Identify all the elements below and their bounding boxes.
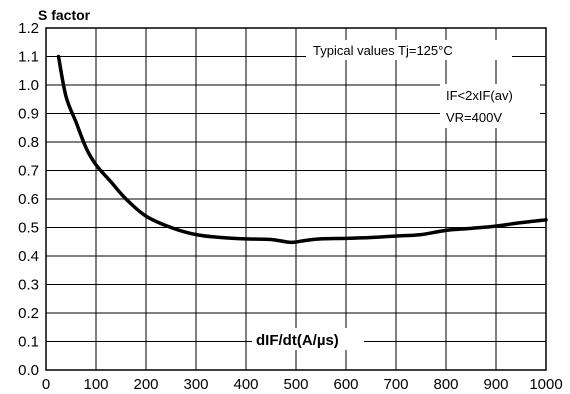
y-tick-label: 0.8 — [18, 134, 39, 151]
data-point — [545, 219, 547, 221]
y-tick-label: 0.0 — [18, 362, 39, 379]
y-tick-label: 1.2 — [18, 20, 39, 37]
x-tick-label: 0 — [42, 376, 50, 393]
data-point — [245, 238, 247, 240]
data-point — [320, 238, 322, 240]
y-tick-label: 0.9 — [18, 106, 39, 123]
data-point — [85, 147, 87, 149]
y-tick-label: 0.7 — [18, 163, 39, 180]
annotation-if-condition: IF<2xIF(av) — [446, 88, 513, 103]
y-tick-label: 0.3 — [18, 277, 39, 294]
data-point — [495, 225, 497, 227]
data-point — [195, 234, 197, 236]
x-tick-label: 900 — [483, 376, 508, 393]
y-tick-label: 0.1 — [18, 334, 39, 351]
x-tick-label: 500 — [283, 376, 308, 393]
data-point — [145, 215, 147, 217]
x-tick-labels: 0 100 200 300 400 500 600 700 800 900 1000 — [42, 376, 563, 393]
y-tick-labels: 0.0 0.1 0.2 0.3 0.4 0.5 0.6 0.7 0.8 0.9 1.0 1.1 1.2 — [18, 20, 39, 379]
x-tick-label: 1000 — [529, 376, 562, 393]
annotation-vr-condition: VR=400V — [446, 110, 502, 125]
data-point — [65, 96, 67, 98]
y-axis-label: S factor — [38, 7, 91, 23]
data-points — [58, 56, 547, 243]
x-tick-label: 700 — [383, 376, 408, 393]
data-point — [220, 237, 222, 239]
x-tick-label: 100 — [83, 376, 108, 393]
y-tick-label: 1.0 — [18, 77, 39, 94]
x-tick-label: 300 — [183, 376, 208, 393]
data-point — [75, 121, 77, 123]
data-point — [520, 222, 522, 224]
data-point — [58, 56, 60, 58]
data-point — [395, 235, 397, 237]
y-tick-label: 0.4 — [18, 248, 39, 265]
x-tick-label: 800 — [433, 376, 458, 393]
data-point — [370, 237, 372, 239]
y-tick-label: 0.5 — [18, 220, 39, 237]
data-point — [345, 238, 347, 240]
x-tick-label: 200 — [133, 376, 158, 393]
data-point — [445, 230, 447, 232]
data-point — [95, 164, 97, 166]
data-point — [305, 240, 307, 242]
x-tick-label: 600 — [333, 376, 358, 393]
data-point — [270, 239, 272, 241]
y-tick-label: 1.1 — [18, 49, 39, 66]
grid — [46, 28, 546, 370]
data-point — [290, 242, 292, 244]
data-point — [420, 234, 422, 236]
y-tick-label: 0.6 — [18, 191, 39, 208]
x-tick-label: 400 — [233, 376, 258, 393]
data-point — [470, 228, 472, 230]
data-point — [125, 198, 127, 200]
data-point — [110, 181, 112, 183]
data-point — [170, 227, 172, 229]
annotation-typical-values: Typical values Tj=125°C — [313, 43, 453, 58]
y-tick-label: 0.2 — [18, 305, 39, 322]
x-axis-label: dIF/dt(A/µs) — [256, 332, 339, 349]
